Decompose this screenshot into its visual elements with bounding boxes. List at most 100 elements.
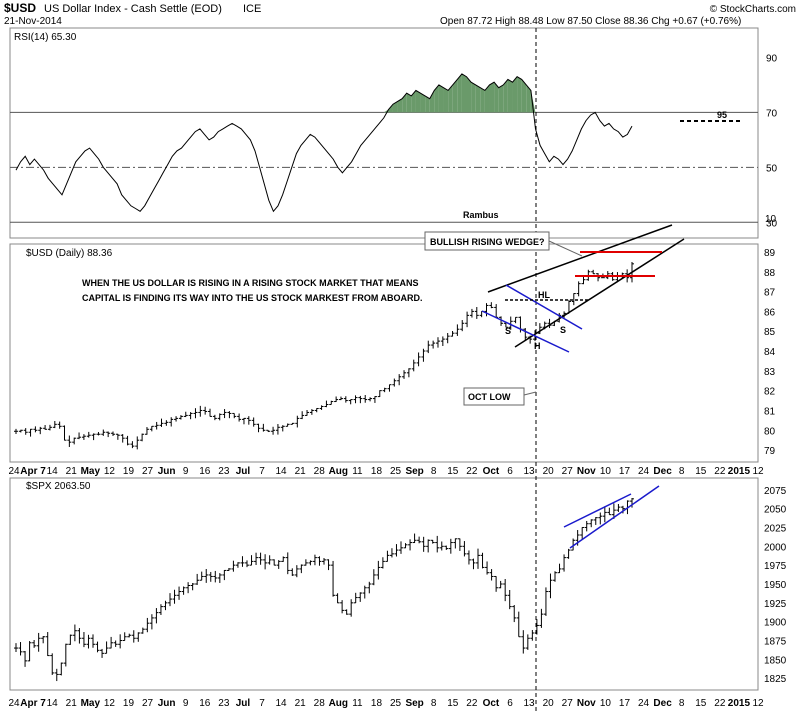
usd-bar [135, 436, 140, 450]
spx-bar [421, 536, 426, 552]
spx-x-tick: 19 [123, 698, 135, 709]
spx-bar [136, 632, 141, 642]
spx-x-tick: Jun [158, 698, 176, 709]
usd-bar [411, 359, 416, 372]
usd-bar [290, 422, 295, 425]
spx-bar [281, 556, 286, 562]
rsi-overbought-fill [425, 95, 430, 113]
usd-x-tick: 13 [524, 466, 536, 477]
usd-bar [193, 408, 198, 419]
usd-x-tick: 15 [447, 466, 459, 477]
usd-bar [47, 424, 52, 431]
usd-bar [421, 348, 426, 362]
spx-bar [272, 559, 277, 566]
spx-bar [448, 538, 453, 554]
rsi-y-tick-70: 70 [766, 108, 778, 119]
spx-bar [14, 643, 18, 652]
spx-x-tick: 14 [276, 698, 288, 709]
chart-ohlc: Open 87.72 High 88.48 Low 87.50 Close 88… [440, 16, 741, 27]
usd-bar [72, 437, 77, 445]
usd-x-tick: 12 [104, 466, 116, 477]
spx-bar [453, 538, 458, 549]
spx-layer: 1825185018751900192519501975200020252050… [8, 486, 786, 709]
usd-bar [295, 415, 300, 428]
spx-bar [104, 641, 109, 654]
usd-bar [217, 413, 222, 421]
usd-bar [576, 281, 581, 297]
usd-bar [38, 426, 43, 435]
spx-bar [353, 592, 358, 604]
usd-bar [266, 429, 271, 433]
usd-bar [140, 433, 145, 442]
usd-label: $USD (Daily) 88.36 [26, 248, 113, 259]
rsi-overbought-fill [494, 82, 499, 113]
head-label: H [534, 341, 541, 351]
usd-x-tick: 27 [562, 466, 574, 477]
usd-x-tick: 25 [390, 466, 402, 477]
spx-bar [249, 555, 254, 566]
spx-y-tick-2075: 2075 [764, 486, 787, 497]
usd-bar [222, 409, 227, 419]
spx-bar [498, 580, 503, 589]
usd-y-tick-81: 81 [764, 406, 776, 417]
rsi-y-tick-90: 90 [766, 53, 778, 64]
spx-bar [72, 624, 77, 642]
usd-x-tick: 24 [8, 466, 20, 477]
spx-bar [611, 503, 616, 519]
spx-bar [312, 554, 317, 566]
spx-bar [41, 636, 46, 644]
spx-bar [118, 634, 123, 649]
rsi-overbought-fill [507, 79, 513, 113]
usd-bar [402, 370, 407, 379]
usd-x-tick: May [81, 466, 101, 477]
rsi-overbought-fill [466, 76, 472, 113]
spx-bar [204, 568, 209, 583]
usd-bar [343, 396, 348, 403]
usd-y-tick-87: 87 [764, 288, 776, 299]
spx-bar [172, 589, 177, 604]
chart-exchange: ICE [243, 3, 261, 15]
usd-bar [537, 323, 542, 335]
spx-bar [584, 520, 589, 532]
spx-x-tick: 13 [524, 698, 536, 709]
rsi-overbought-fill [452, 79, 458, 113]
usd-bar [198, 405, 203, 417]
usd-x-tick: Sep [405, 466, 423, 477]
spx-bar [254, 552, 259, 565]
spx-bar [36, 632, 41, 652]
spx-x-tick: Apr 7 [20, 698, 46, 709]
spx-bar [158, 604, 163, 615]
usd-bar [455, 324, 460, 336]
spx-y-tick-2025: 2025 [764, 523, 787, 534]
usd-bar [523, 328, 528, 341]
spx-x-tick: Sep [405, 698, 423, 709]
spx-channel-lower [569, 485, 660, 549]
spx-bar [326, 559, 331, 571]
spx-bar [344, 609, 349, 615]
usd-x-tick: 18 [371, 466, 383, 477]
spx-x-tick: 21 [66, 698, 78, 709]
spx-x-tick: 6 [507, 698, 513, 709]
spx-bar [521, 630, 526, 654]
spx-bar [168, 593, 172, 607]
spx-bar [430, 539, 435, 544]
spx-bar [91, 634, 95, 648]
usd-x-tick: Jul [236, 466, 251, 477]
spx-bar [299, 564, 304, 574]
flag-lower-blue [481, 310, 570, 353]
rsi-overbought-fill [484, 84, 490, 113]
spx-bar [399, 541, 403, 554]
usd-x-tick: 20 [543, 466, 555, 477]
usd-bar [285, 423, 290, 427]
usd-bar [159, 418, 164, 427]
usd-bar [363, 395, 368, 403]
usd-bar [81, 434, 86, 440]
usd-bar [169, 417, 174, 427]
spx-bar [276, 560, 281, 569]
spx-bar [294, 565, 299, 578]
usd-y-tick-88: 88 [764, 268, 776, 279]
spx-bar [548, 573, 553, 599]
right-shoulder-label: S [560, 325, 566, 335]
spx-bar [145, 617, 150, 633]
